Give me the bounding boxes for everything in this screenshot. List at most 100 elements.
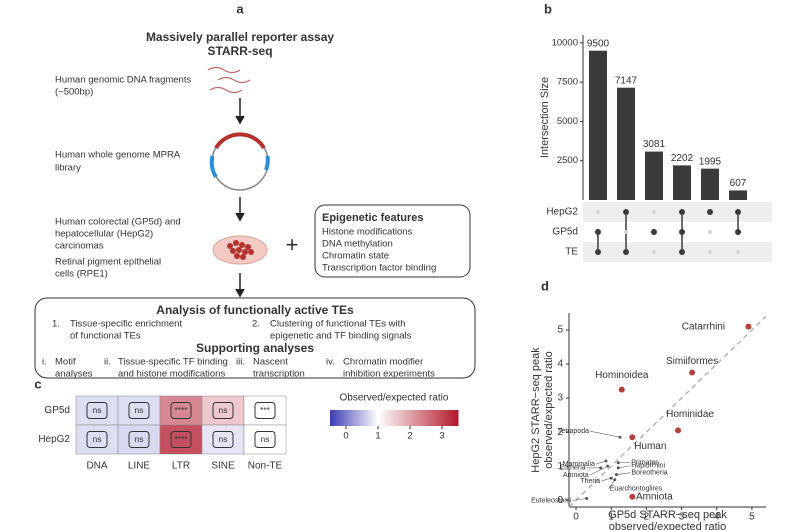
matrix-dot bbox=[679, 209, 685, 215]
point-label: Boreotheria bbox=[631, 470, 667, 477]
label-leader bbox=[589, 465, 608, 476]
colorbar-step bbox=[336, 410, 339, 426]
y-tick-label: 0 bbox=[557, 495, 563, 506]
matrix-dot bbox=[735, 209, 741, 215]
colorbar-step bbox=[452, 410, 455, 426]
matrix-dot bbox=[735, 229, 741, 235]
colorbar-step bbox=[456, 410, 459, 426]
set-label: HepG2 bbox=[546, 207, 578, 218]
colorbar-step bbox=[354, 410, 357, 426]
bar bbox=[589, 50, 607, 200]
sig-box bbox=[170, 431, 192, 448]
point-label: Haplorrhini bbox=[631, 463, 665, 470]
matrix-dot bbox=[651, 229, 657, 235]
item-text: inhibition experiments bbox=[343, 369, 435, 380]
item-text: Clustering of functional TEs with bbox=[270, 319, 406, 330]
heat-cell bbox=[75, 424, 119, 455]
label-leader bbox=[616, 472, 631, 475]
y-tick-label: 5 bbox=[557, 325, 563, 336]
matrix-dot bbox=[707, 209, 713, 215]
colorbar-title: Observed/expected ratio bbox=[340, 393, 449, 404]
point-label: Hominidae bbox=[666, 409, 714, 420]
analysis-box bbox=[34, 297, 476, 379]
item-text: Tissue-specific TF binding bbox=[118, 357, 228, 368]
step-text: Retinal pigment epithelial bbox=[55, 257, 161, 268]
y-tick-label: 7500 bbox=[557, 77, 578, 88]
colorbar-step bbox=[404, 410, 407, 426]
colorbar-step bbox=[346, 410, 349, 426]
column-label: SINE bbox=[211, 461, 235, 472]
label-leader bbox=[589, 430, 621, 438]
point-label: Simiiformes bbox=[666, 356, 718, 367]
colorbar-step bbox=[406, 410, 409, 426]
bar bbox=[701, 168, 719, 200]
set-label: TE bbox=[565, 247, 578, 258]
point bbox=[609, 476, 613, 480]
column-label: LTR bbox=[172, 461, 190, 472]
dna-fragment bbox=[209, 86, 243, 94]
matrix-dot bbox=[624, 230, 628, 234]
colorbar-step bbox=[366, 410, 369, 426]
box-title: Supporting analyses bbox=[196, 341, 314, 355]
point bbox=[585, 496, 589, 500]
bar-label: 1995 bbox=[699, 156, 722, 167]
matrix-dot bbox=[595, 249, 601, 255]
point-label: Euarchontoglires bbox=[610, 486, 663, 493]
colorbar-step bbox=[432, 410, 435, 426]
matrix-dot bbox=[708, 250, 712, 254]
box-item: Histone modifications bbox=[322, 227, 413, 238]
colorbar-tick-label: 0 bbox=[343, 431, 348, 442]
y-tick-label: 3 bbox=[557, 393, 563, 404]
point bbox=[613, 478, 617, 482]
diagram-title: STARR-seq bbox=[207, 44, 272, 58]
matrix-dot bbox=[596, 210, 600, 214]
bar-label: 607 bbox=[730, 178, 747, 189]
bar-label: 3081 bbox=[643, 139, 666, 150]
column-label: Non-TE bbox=[248, 461, 283, 472]
matrix-row-bg bbox=[583, 202, 772, 222]
point bbox=[629, 434, 636, 441]
box-item: DNA methylation bbox=[322, 239, 393, 250]
colorbar-step bbox=[378, 410, 381, 426]
sig-label: *** bbox=[260, 405, 271, 415]
colorbar-step bbox=[364, 410, 367, 426]
epigenetic-box bbox=[314, 204, 471, 278]
sig-box bbox=[254, 431, 276, 448]
colorbar-step bbox=[422, 410, 425, 426]
colorbar-step bbox=[448, 410, 451, 426]
bar bbox=[673, 165, 691, 200]
bar bbox=[617, 87, 635, 200]
colorbar-tick-label: 3 bbox=[439, 431, 444, 442]
colorbar-step bbox=[410, 410, 413, 426]
sig-box bbox=[212, 431, 234, 448]
point bbox=[629, 493, 636, 500]
point bbox=[689, 369, 696, 376]
point bbox=[604, 459, 608, 463]
bar bbox=[729, 190, 747, 200]
colorbar-step bbox=[416, 410, 419, 426]
colorbar-step bbox=[374, 410, 377, 426]
y-axis-label: HepG2 STARR−seq peak bbox=[530, 347, 542, 473]
point bbox=[599, 466, 603, 470]
item-text: and histone modifications bbox=[118, 369, 225, 380]
bar-label: 9500 bbox=[587, 38, 610, 49]
point bbox=[614, 473, 618, 477]
point-label: Tetrapoda bbox=[558, 428, 589, 435]
colorbar-step bbox=[360, 410, 363, 426]
colorbar-step bbox=[408, 410, 411, 426]
step-text: (~500bp) bbox=[55, 87, 93, 98]
colorbar-step bbox=[332, 410, 335, 426]
reference-line bbox=[568, 315, 767, 508]
step-text: carcinomas bbox=[55, 241, 104, 252]
y-tick-label: 5000 bbox=[557, 116, 578, 127]
bar-label: 7147 bbox=[615, 75, 638, 86]
colorbar-step bbox=[398, 410, 401, 426]
colorbar-step bbox=[344, 410, 347, 426]
panel-label: d bbox=[541, 278, 549, 293]
colorbar-step bbox=[386, 410, 389, 426]
row-label: GP5d bbox=[44, 405, 70, 416]
sig-label: ns bbox=[261, 434, 270, 444]
sig-label: ns bbox=[135, 405, 144, 415]
matrix-dot bbox=[652, 210, 656, 214]
colorbar-step bbox=[426, 410, 429, 426]
